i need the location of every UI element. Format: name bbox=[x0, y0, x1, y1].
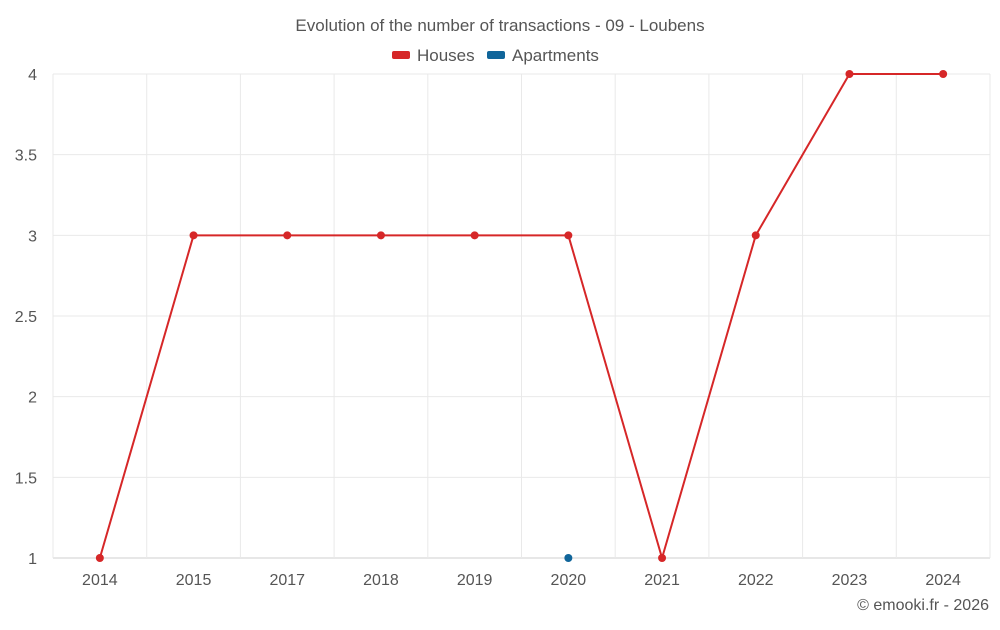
y-tick-label: 2.5 bbox=[15, 309, 37, 326]
series-line-houses bbox=[98, 73, 944, 559]
x-tick-label: 2022 bbox=[738, 572, 774, 589]
x-tick-label: 2018 bbox=[363, 572, 399, 589]
legend-swatch-apartments bbox=[487, 51, 505, 59]
data-point-apartments[interactable] bbox=[564, 554, 573, 562]
credit-text: © emooki.fr - 2026 bbox=[857, 597, 989, 614]
x-tick-label: 2021 bbox=[644, 572, 680, 589]
data-point-houses[interactable] bbox=[939, 70, 948, 78]
grid bbox=[52, 73, 991, 559]
legend-label-houses: Houses bbox=[417, 46, 475, 65]
data-point-houses[interactable] bbox=[751, 231, 760, 240]
x-tick-label: 2024 bbox=[925, 572, 961, 589]
y-tick-label: 3.5 bbox=[15, 148, 37, 165]
legend-item-apartments[interactable]: Apartments bbox=[487, 46, 599, 65]
x-tick-label: 2019 bbox=[457, 572, 493, 589]
y-tick-label: 2 bbox=[28, 390, 37, 407]
legend-item-houses[interactable]: Houses bbox=[392, 46, 475, 65]
x-tick-label: 2020 bbox=[551, 572, 587, 589]
data-point-houses[interactable] bbox=[658, 554, 667, 562]
data-point-houses[interactable] bbox=[376, 231, 385, 240]
data-point-houses[interactable] bbox=[470, 231, 479, 240]
y-tick-label: 3 bbox=[28, 228, 37, 245]
y-tick-label: 1 bbox=[28, 551, 37, 568]
data-point-houses[interactable] bbox=[189, 231, 198, 240]
x-tick-label: 2017 bbox=[269, 572, 305, 589]
x-axis-ticks: 2014 2015 2017 2018 2019 2020 2021 2022 2023 2024 bbox=[82, 572, 961, 589]
data-point-houses[interactable] bbox=[845, 70, 854, 78]
legend-swatch-houses bbox=[392, 51, 410, 59]
x-tick-label: 2023 bbox=[832, 572, 868, 589]
data-point-houses[interactable] bbox=[283, 231, 292, 240]
legend: Houses Apartments bbox=[392, 46, 599, 65]
legend-label-apartments: Apartments bbox=[512, 46, 599, 65]
y-tick-label: 1.5 bbox=[15, 470, 37, 487]
series bbox=[95, 70, 948, 562]
x-tick-label: 2015 bbox=[176, 572, 212, 589]
data-point-houses[interactable] bbox=[95, 554, 104, 562]
x-tick-label: 2014 bbox=[82, 572, 118, 589]
y-tick-label: 4 bbox=[28, 67, 37, 84]
y-axis-ticks: 1 1.5 2 2.5 3 3.5 4 bbox=[15, 67, 37, 568]
chart-title: Evolution of the number of transactions … bbox=[295, 16, 704, 35]
data-point-houses[interactable] bbox=[564, 231, 573, 240]
